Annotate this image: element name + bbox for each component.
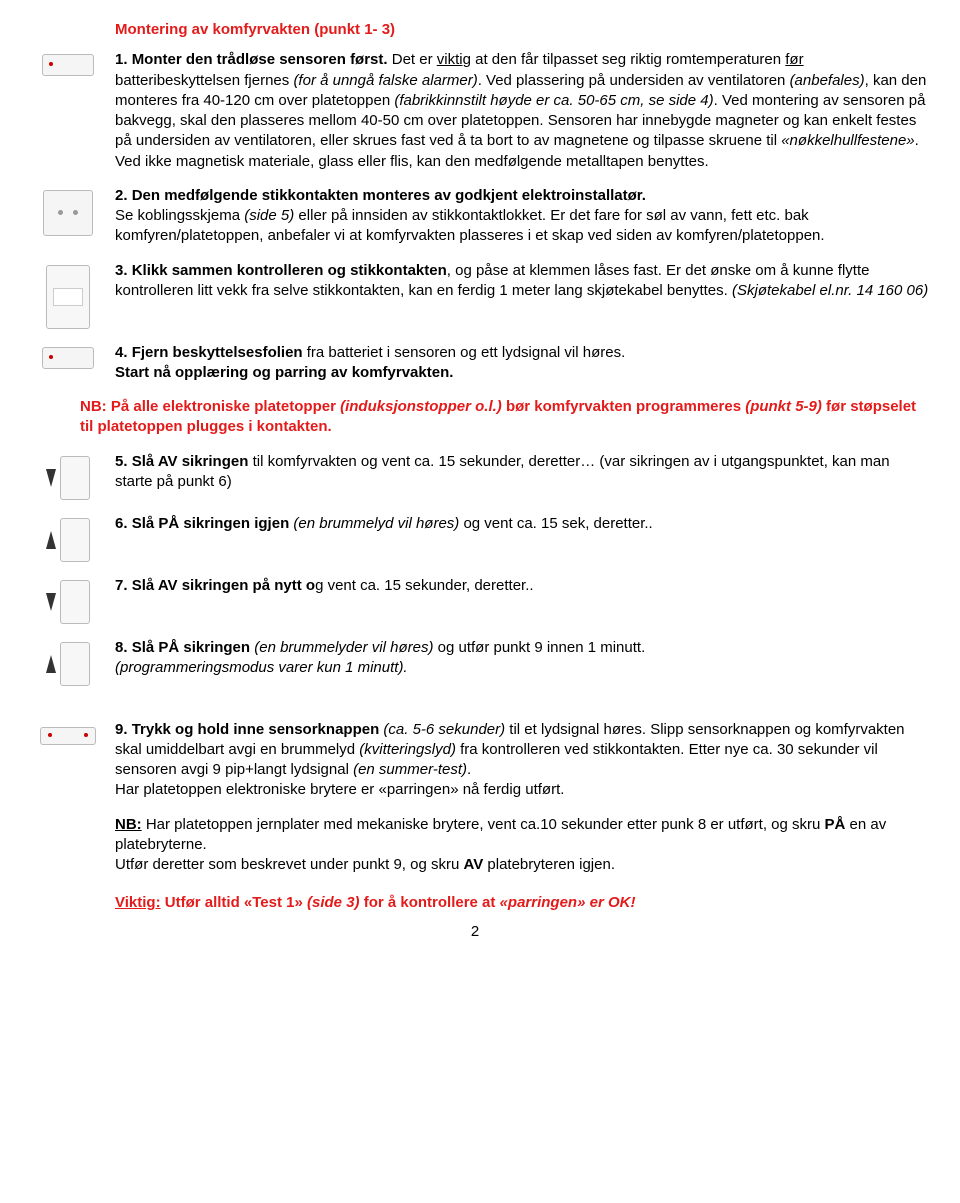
- step-3-text: 3. Klikk sammen kontrolleren og stikkont…: [115, 261, 930, 302]
- step-7: 7. Slå AV sikringen på nytt og vent ca. …: [20, 576, 930, 624]
- step-4-num: 4.: [115, 344, 128, 361]
- t: Se koblingsskjema: [115, 207, 244, 224]
- t: (anbefales): [790, 72, 865, 89]
- step-5-num: 5.: [115, 453, 128, 470]
- t: PÅ: [825, 816, 846, 833]
- t: for å kontrollere at: [360, 894, 500, 911]
- step-9-num: 9.: [115, 721, 128, 738]
- step-5-lead: Slå AV sikringen: [132, 453, 249, 470]
- step-4-lead2: Start nå opplæring og parring av komfyrv…: [115, 364, 453, 381]
- step-7-num: 7.: [115, 577, 128, 594]
- t: (punkt 5-9): [745, 398, 822, 415]
- step-9-lead: Trykk og hold inne sensorknappen: [132, 721, 384, 738]
- t: «Test 1»: [244, 894, 303, 911]
- t: Utfør deretter som beskrevet under punkt…: [115, 856, 464, 873]
- step-1-lead: Monter den trådløse sensoren først.: [132, 51, 388, 68]
- t: bør komfyrvakten programmeres: [502, 398, 745, 415]
- t: På alle elektroniske platetopper: [107, 398, 340, 415]
- fuse-off-icon: [20, 576, 115, 624]
- step-9: 9. Trykk og hold inne sensorknappen (ca.…: [20, 720, 930, 801]
- step-3: 3. Klikk sammen kontrolleren og stikkont…: [20, 261, 930, 329]
- step-9-text: 9. Trykk og hold inne sensorknappen (ca.…: [115, 720, 930, 801]
- t: g vent ca. 15 sekunder, deretter..: [315, 577, 533, 594]
- step-1-num: 1.: [115, 51, 128, 68]
- t: fra batteriet i sensoren og ett lydsigna…: [303, 344, 626, 361]
- t: (kvitteringslyd): [359, 741, 456, 758]
- fuse-on-icon: [20, 514, 115, 562]
- step-2-text: 2. Den medfølgende stikkontakten montere…: [115, 186, 930, 247]
- socket-icon: [20, 186, 115, 236]
- t: Har platetoppen elektroniske brytere er …: [115, 781, 564, 798]
- t: (programmeringsmodus varer kun 1 minutt)…: [115, 659, 408, 676]
- step-8-lead: Slå PÅ sikringen: [132, 639, 255, 656]
- step-4-lead1: Fjern beskyttelsesfolien: [132, 344, 303, 361]
- controller-icon: [20, 261, 115, 329]
- step-6-text: 6. Slå PÅ sikringen igjen (en brummelyd …: [115, 514, 930, 534]
- step-7-text: 7. Slå AV sikringen på nytt og vent ca. …: [115, 576, 930, 596]
- t: til komfyrvakten og vent ca. 15 sekunder…: [248, 453, 604, 470]
- step-7-lead: Slå AV sikringen på nytt o: [132, 577, 315, 594]
- t: før: [785, 51, 803, 68]
- t: .: [467, 761, 471, 778]
- step-6-num: 6.: [115, 515, 128, 532]
- nb2-pre: NB:: [115, 816, 142, 833]
- t: (for å unngå falske alarmer): [293, 72, 477, 89]
- t: (side 3): [303, 894, 360, 911]
- fuse-off-icon: [20, 452, 115, 500]
- step-5-text: 5. Slå AV sikringen til komfyrvakten og …: [115, 452, 930, 493]
- nb-mechanical: NB: Har platetoppen jernplater med mekan…: [115, 815, 930, 876]
- t: (Skjøtekabel el.nr. 14 160 06): [732, 282, 928, 299]
- step-8: 8. Slå PÅ sikringen (en brummelyder vil …: [20, 638, 930, 686]
- t: batteribeskyttelsen fjernes: [115, 72, 293, 89]
- step-1: 1. Monter den trådløse sensoren først. D…: [20, 50, 930, 172]
- t: «nøkkelhullfestene»: [781, 132, 914, 149]
- t: «parringen» er OK!: [500, 894, 636, 911]
- step-5: 5. Slå AV sikringen til komfyrvakten og …: [20, 452, 930, 500]
- t: platebryteren igjen.: [483, 856, 615, 873]
- step-4: 4. Fjern beskyttelsesfolien fra batterie…: [20, 343, 930, 384]
- step-2-lead: Den medfølgende stikkontakten monteres a…: [132, 187, 646, 204]
- page-number: 2: [20, 922, 930, 942]
- viktig-pre: Viktig:: [115, 894, 161, 911]
- sensor-icon: [20, 50, 115, 76]
- nb-pre: NB:: [80, 398, 107, 415]
- t: (en summer-test): [353, 761, 467, 778]
- step-8-num: 8.: [115, 639, 128, 656]
- step-2-num: 2.: [115, 187, 128, 204]
- fuse-on-icon: [20, 638, 115, 686]
- step-1-text: 1. Monter den trådløse sensoren først. D…: [115, 50, 930, 172]
- step-6-lead: Slå PÅ sikringen igjen: [132, 515, 294, 532]
- step-3-lead: Klikk sammen kontrolleren og stikkontakt…: [132, 262, 447, 279]
- t: at den får tilpasset seg riktig romtempe…: [471, 51, 785, 68]
- sensor-button-icon: [20, 720, 115, 745]
- step-4-text: 4. Fjern beskyttelsesfolien fra batterie…: [115, 343, 930, 384]
- t: og utfør punkt 9 innen 1 minutt.: [433, 639, 645, 656]
- t: (ca. 5-6 sekunder): [383, 721, 505, 738]
- step-8-text: 8. Slå PÅ sikringen (en brummelyder vil …: [115, 638, 930, 679]
- nb-electronic-tops: NB: På alle elektroniske platetopper (in…: [80, 397, 930, 438]
- t: Utfør alltid: [161, 894, 244, 911]
- t: (side 5): [244, 207, 294, 224]
- t: AV: [464, 856, 484, 873]
- t: (en brummelyd vil høres): [293, 515, 459, 532]
- sensor-icon: [20, 343, 115, 369]
- t: og vent ca. 15 sek, deretter..: [459, 515, 652, 532]
- t: Har platetoppen jernplater med mekaniske…: [142, 816, 825, 833]
- t: (en brummelyder vil høres): [254, 639, 433, 656]
- t: (fabrikkinnstilt høyde er ca. 50-65 cm, …: [394, 92, 713, 109]
- step-2: 2. Den medfølgende stikkontakten montere…: [20, 186, 930, 247]
- important-note: Viktig: Utfør alltid «Test 1» (side 3) f…: [115, 893, 930, 913]
- t: Det er: [392, 51, 437, 68]
- page-title: Montering av komfyrvakten (punkt 1- 3): [115, 20, 930, 40]
- t: . Ved plassering på undersiden av ventil…: [478, 72, 790, 89]
- t: viktig: [437, 51, 471, 68]
- step-6: 6. Slå PÅ sikringen igjen (en brummelyd …: [20, 514, 930, 562]
- step-3-num: 3.: [115, 262, 128, 279]
- t: (induksjonstopper o.l.): [340, 398, 502, 415]
